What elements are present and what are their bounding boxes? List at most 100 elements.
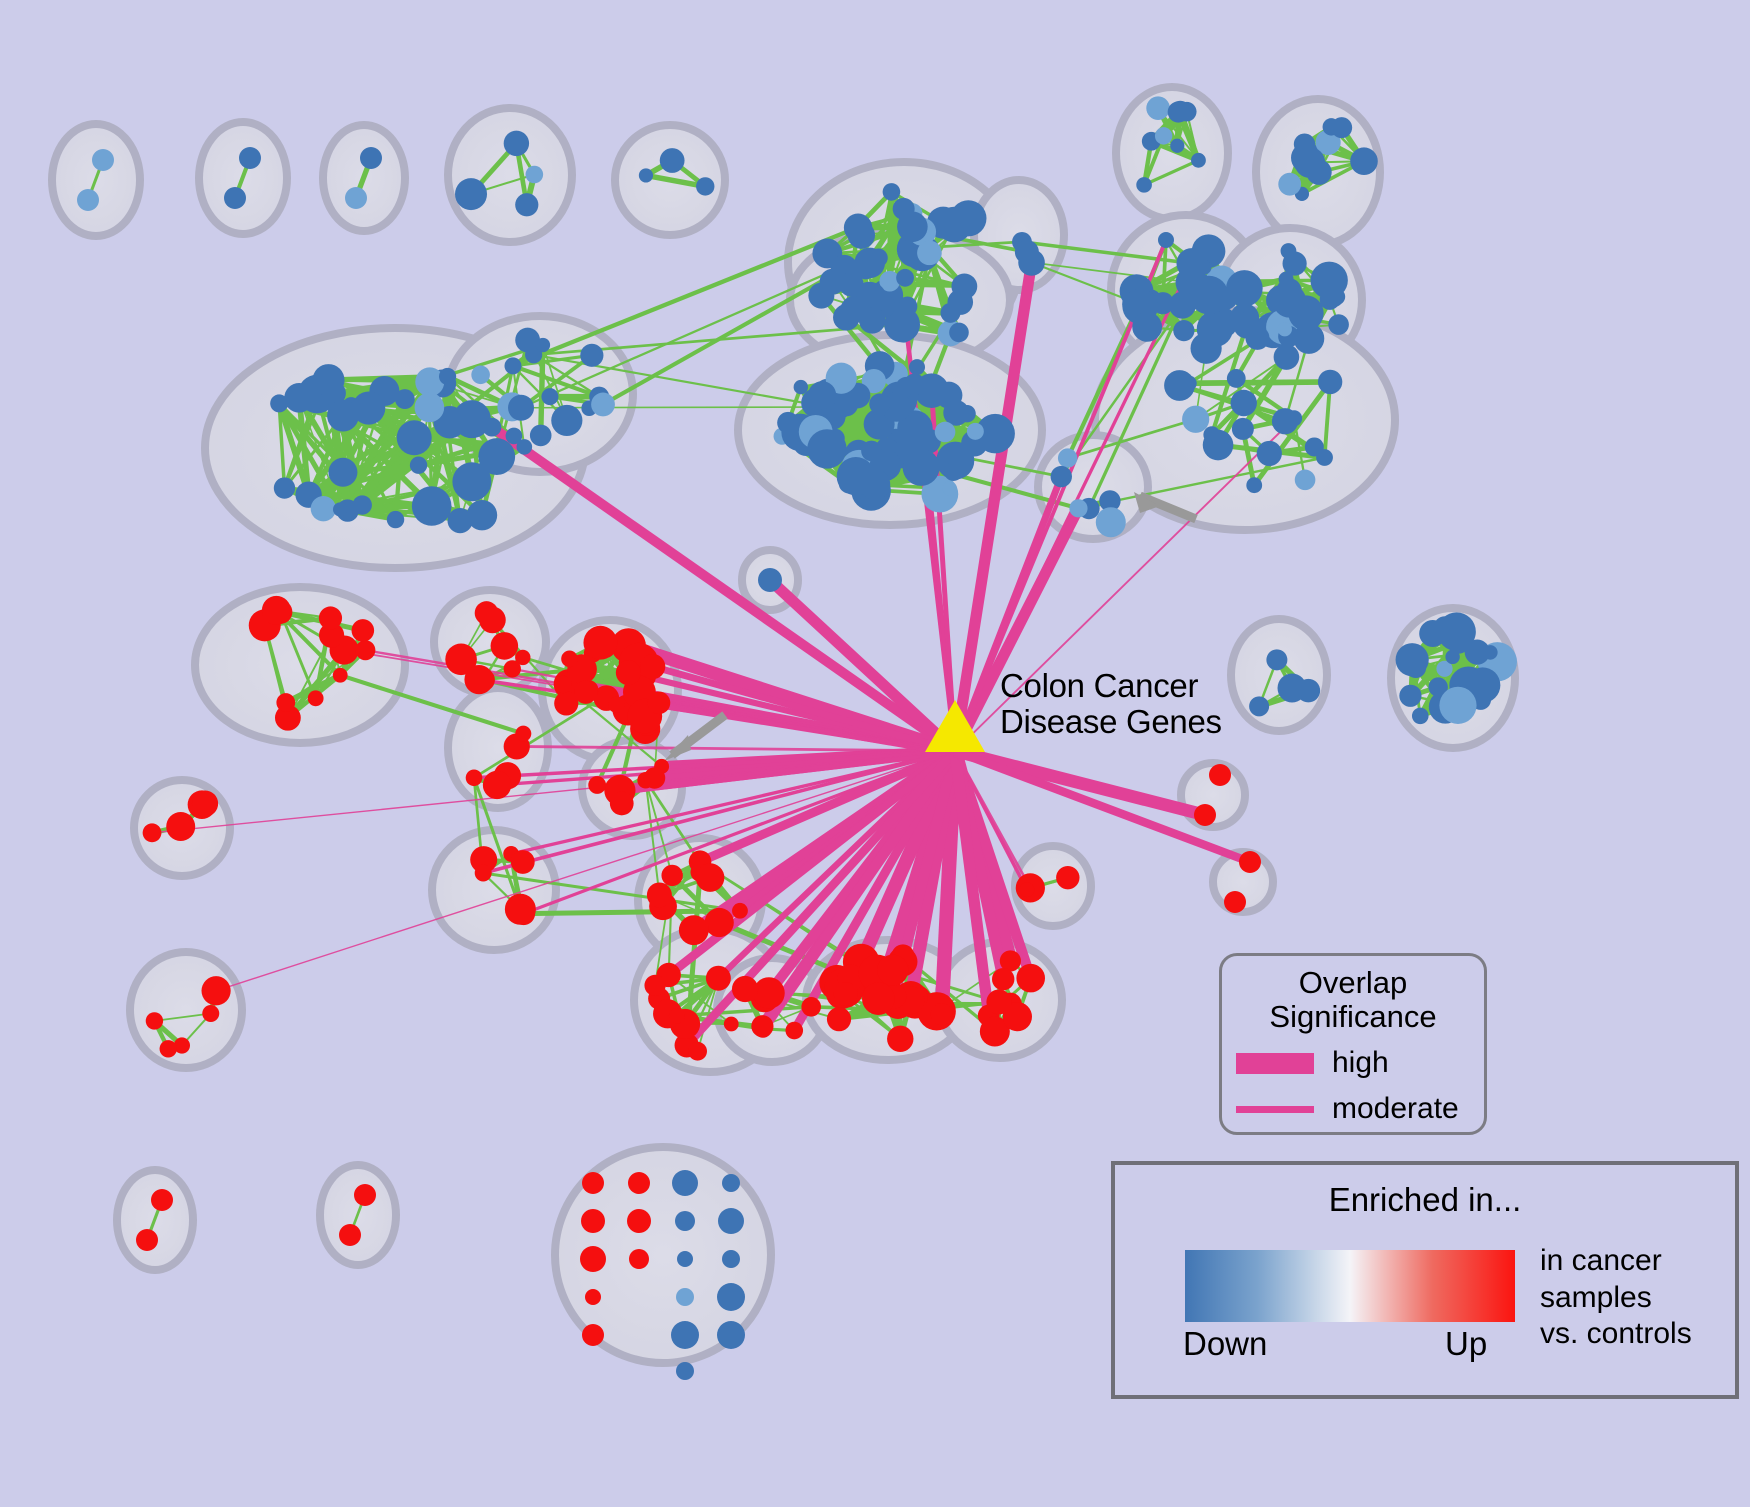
cell-motility-arrow [664, 711, 728, 761]
gene-set-node [966, 422, 984, 440]
gene-set-node [1209, 764, 1231, 786]
gene-set-node [478, 438, 516, 475]
gene-set-node [731, 975, 759, 1003]
gene-set-node [819, 268, 846, 295]
gene-set-node [1315, 129, 1341, 155]
gene-set-node [504, 357, 522, 375]
gene-set-node [676, 1362, 694, 1380]
cluster-halo-lyase-activity [444, 104, 576, 246]
gene-set-node [173, 1037, 190, 1054]
gene-set-node [482, 417, 502, 437]
cluster-edge [1142, 135, 1166, 186]
gene-set-node [1191, 152, 1206, 168]
gene-set-node [615, 660, 641, 686]
cluster-halo-growth-factor-signaling [1011, 842, 1095, 930]
gene-set-node [136, 1229, 158, 1251]
overlap-moderate-swatch [1236, 1105, 1314, 1113]
gene-set-node [1179, 262, 1198, 281]
gene-set-node [1016, 963, 1045, 993]
gene-set-node [672, 1170, 698, 1196]
gene-set-node [415, 367, 445, 397]
hub-edge [151, 750, 956, 834]
gene-set-node [591, 392, 615, 417]
gene-set-node [677, 1251, 693, 1267]
hub-edge [951, 475, 1065, 753]
gene-set-node [1170, 138, 1185, 153]
gene-set-node [386, 510, 405, 529]
gene-set-node [722, 1250, 740, 1268]
hub-edge [698, 746, 957, 866]
gene-set-node [1277, 321, 1292, 337]
overlap-legend-title: Overlap Significance [1269, 965, 1437, 1035]
enriched-in-legend: Enriched in... Down Up in cancer samples… [1111, 1161, 1739, 1399]
inter-cluster-edge [1021, 240, 1192, 266]
hub-edges [151, 239, 1295, 1049]
colon-cancer-disease-genes-hub[interactable] [925, 700, 985, 752]
gene-set-node [1436, 660, 1453, 677]
gene-set-node [1271, 408, 1299, 435]
inter-cluster-edge [1087, 304, 1184, 510]
cluster-edge [307, 462, 420, 498]
gene-set-node [934, 421, 956, 443]
gene-set-node [447, 508, 473, 534]
gene-set-node [717, 1283, 745, 1311]
gene-set-node [515, 725, 532, 742]
gene-set-node [879, 270, 901, 292]
gene-set-node [464, 665, 494, 695]
enriched-legend-title: Enriched in... [1328, 1181, 1522, 1218]
gene-set-node [332, 667, 348, 683]
gene-set-node [409, 456, 428, 474]
gene-set-node [396, 420, 432, 456]
gene-set-node [1189, 275, 1229, 315]
gene-set-node [801, 996, 822, 1017]
gene-set-node [333, 502, 348, 517]
gene-set-node [1233, 312, 1260, 339]
cluster-edge [154, 1012, 211, 1022]
gene-set-node [640, 653, 666, 680]
gene-set-node [1317, 369, 1343, 395]
gene-set-node [1277, 673, 1307, 703]
gene-set-node [535, 337, 551, 353]
inter-cluster-edge [644, 780, 661, 896]
gene-set-node [1157, 232, 1174, 249]
gene-set-node [1230, 389, 1257, 417]
inter-cluster-edge [1031, 261, 1192, 284]
gene-set-node [224, 187, 246, 209]
gene-set-node [1239, 851, 1261, 873]
gene-set-node [825, 362, 857, 394]
gene-set-node [869, 248, 888, 268]
gene-set-node [588, 776, 607, 794]
hub-edge [482, 749, 956, 875]
gene-set-node [940, 302, 961, 323]
gene-set-node [504, 893, 536, 925]
gene-set-node [201, 976, 231, 1006]
gene-set-node [979, 1016, 1010, 1047]
gene-set-node [627, 1209, 651, 1233]
gene-set-node [490, 632, 519, 660]
cluster-edge [284, 672, 342, 706]
gene-set-node [307, 690, 324, 707]
gene-set-node [1439, 686, 1477, 724]
gene-set-node [1164, 370, 1195, 401]
gene-set-node [722, 1174, 740, 1192]
inter-cluster-edge [512, 225, 858, 368]
cluster-edge [1322, 381, 1333, 458]
gene-set-node [202, 1005, 220, 1023]
overlap-high-label: high [1332, 1046, 1389, 1080]
gene-set-node [503, 130, 530, 157]
gene-set-node [887, 1025, 914, 1053]
gene-set-node [785, 1021, 804, 1040]
gene-set-node [668, 1007, 685, 1024]
gene-set-node [644, 974, 666, 997]
cluster-edge [668, 974, 732, 1025]
enrichment-colorbar [1185, 1250, 1515, 1322]
gene-set-node [1273, 344, 1300, 370]
gene-set-node [466, 499, 498, 531]
overlap-moderate-label: moderate [1332, 1092, 1459, 1126]
gene-set-node [1278, 172, 1302, 196]
gene-set-node [142, 823, 162, 843]
gene-set-node [893, 301, 916, 323]
hub-edge [651, 663, 956, 755]
gene-set-node [452, 400, 491, 439]
